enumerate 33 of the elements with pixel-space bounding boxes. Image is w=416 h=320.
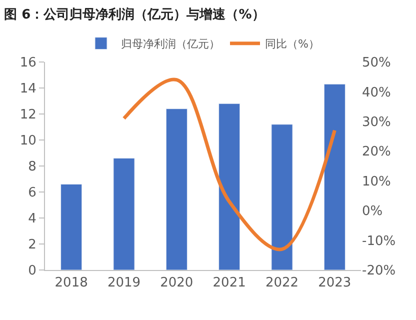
bar — [218, 103, 240, 270]
y-tick-label: 8 — [28, 160, 36, 175]
bar — [271, 124, 293, 270]
y2-tick-label: 30% — [362, 114, 391, 130]
y2-tick-label: 10% — [362, 174, 391, 190]
bar — [324, 84, 346, 270]
y-tick-label: 10 — [20, 134, 36, 149]
y-tick-label: 6 — [28, 186, 36, 201]
y2-tick-label: 40% — [362, 85, 391, 100]
line-series — [122, 78, 336, 251]
x-tick-label: 2019 — [107, 276, 141, 291]
bar — [166, 108, 188, 270]
x-tick-label: 2020 — [160, 276, 194, 291]
y2-tick-label: 20% — [362, 144, 391, 160]
chart-title: 图 6：公司归母净利润（亿元）与增速（%） — [4, 6, 265, 23]
y-tick-label: 0 — [28, 264, 36, 279]
legend-label: 归母净利润（亿元） — [121, 38, 220, 51]
x-tick-label: 2022 — [265, 276, 299, 291]
y2-tick-label: 50% — [362, 56, 391, 71]
y2-tick-label: -20% — [362, 264, 396, 279]
bar — [113, 158, 135, 270]
y-tick-label: 14 — [20, 82, 36, 97]
bar — [60, 184, 82, 270]
y-tick-label: 2 — [28, 238, 36, 253]
y2-tick-label: 0% — [362, 204, 383, 220]
x-tick-label: 2023 — [318, 276, 352, 291]
y-tick-label: 12 — [20, 108, 36, 123]
y-tick-label: 4 — [28, 212, 36, 227]
x-tick-label: 2021 — [212, 276, 246, 291]
x-tick-label: 2018 — [54, 276, 88, 291]
y2-tick-label: -10% — [362, 234, 396, 249]
legend-label: 同比（%） — [265, 38, 320, 51]
y-tick-label: 16 — [20, 56, 36, 71]
